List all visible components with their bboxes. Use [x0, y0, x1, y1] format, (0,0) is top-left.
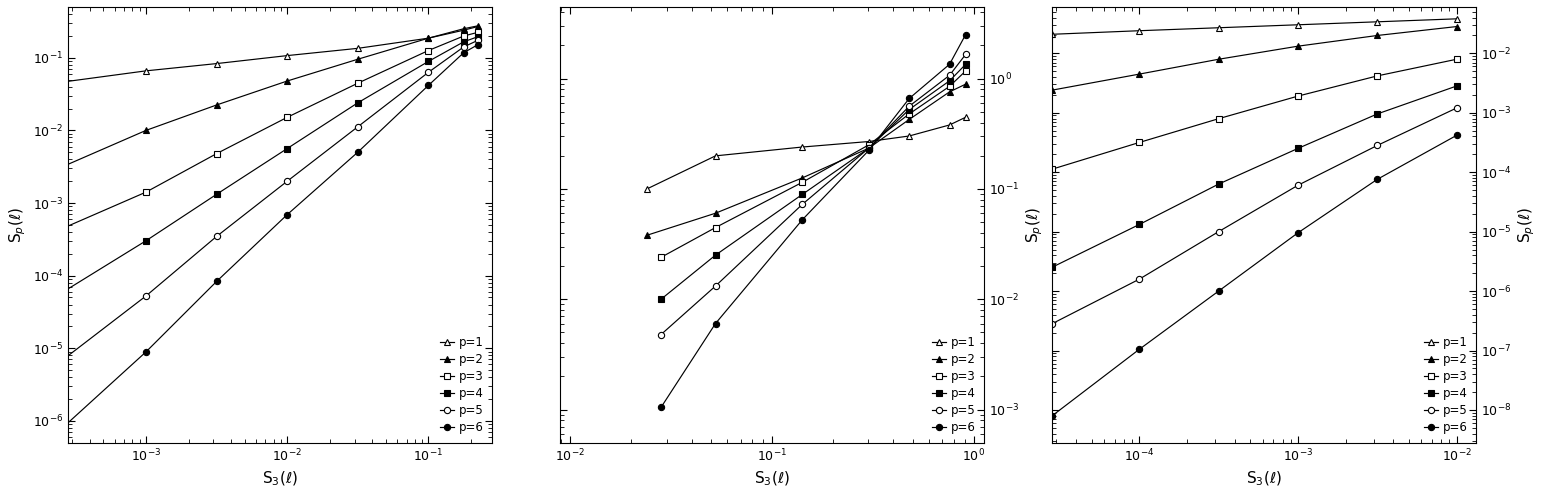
Y-axis label: S$_p$($\ell$): S$_p$($\ell$): [1516, 207, 1538, 243]
Legend: p=1, p=2, p=3, p=4, p=5, p=6: p=1, p=2, p=3, p=4, p=5, p=6: [437, 333, 486, 437]
Y-axis label: S$_p$($\ell$): S$_p$($\ell$): [1025, 207, 1045, 243]
Legend: p=1, p=2, p=3, p=4, p=5, p=6: p=1, p=2, p=3, p=4, p=5, p=6: [1422, 333, 1470, 437]
Y-axis label: S$_p$($\ell$): S$_p$($\ell$): [6, 207, 28, 243]
X-axis label: S$_3$($\ell$): S$_3$($\ell$): [1246, 470, 1282, 488]
Legend: p=1, p=2, p=3, p=4, p=5, p=6: p=1, p=2, p=3, p=4, p=5, p=6: [929, 333, 977, 437]
X-axis label: S$_3$($\ell$): S$_3$($\ell$): [262, 470, 298, 488]
X-axis label: S$_3$($\ell$): S$_3$($\ell$): [753, 470, 791, 488]
